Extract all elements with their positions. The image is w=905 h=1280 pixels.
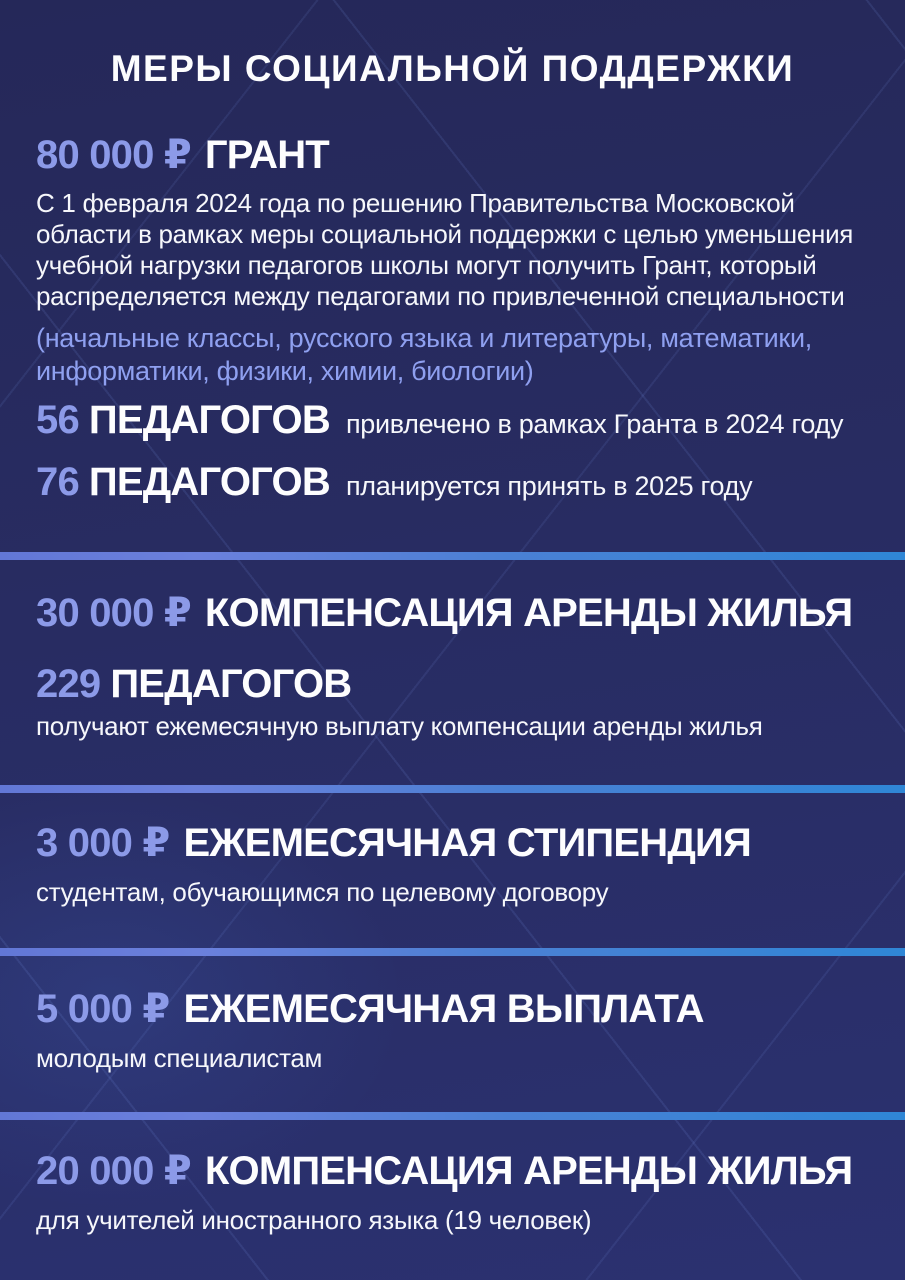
payment-heading: ЕЖЕМЕСЯЧНАЯ ВЫПЛАТА	[183, 987, 704, 1031]
grant-stat-2024: 56 ПЕДАГОГОВ привлечено в рамках Гранта в …	[36, 398, 844, 443]
stat-unit: ПЕДАГОГОВ	[88, 398, 331, 442]
rent20-description: для учителей иностранного языка (19 чело…	[36, 1205, 592, 1235]
stat-caption: планируется принять в 2025 году	[345, 471, 753, 501]
section-stipend-headline: 3 000 ₽ ЕЖЕМЕСЯЧНАЯ СТИПЕНДИЯ	[36, 820, 752, 866]
rent30-stat: 229 ПЕДАГОГОВ	[36, 662, 352, 707]
rent30-heading: КОМПЕНСАЦИЯ АРЕНДЫ ЖИЛЬЯ	[204, 591, 853, 635]
section-divider	[0, 552, 905, 560]
grant-description: С 1 февраля 2024 года по решению Правите…	[36, 188, 854, 311]
stat-caption: привлечено в рамках Гранта в 2024 году	[345, 409, 844, 439]
rent30-amount: 30 000 ₽	[36, 591, 192, 635]
grant-subjects-note: (начальные классы, русского языка и лите…	[36, 323, 812, 386]
stipend-description: студентам, обучающимся по целевому догов…	[36, 877, 609, 907]
stat-number: 229	[36, 662, 101, 706]
section-divider	[0, 948, 905, 956]
grant-stat-2025: 76 ПЕДАГОГОВ планируется принять в 2025 го…	[36, 460, 753, 505]
section-payment-headline: 5 000 ₽ ЕЖЕМЕСЯЧНАЯ ВЫПЛАТА	[36, 986, 705, 1032]
rent20-amount: 20 000 ₽	[36, 1149, 192, 1193]
stat-number: 56	[36, 398, 80, 442]
section-rent30-headline: 30 000 ₽ КОМПЕНСАЦИЯ АРЕНДЫ ЖИЛЬЯ	[36, 590, 853, 636]
section-divider	[0, 785, 905, 793]
section-divider	[0, 1112, 905, 1120]
stipend-amount: 3 000 ₽	[36, 821, 170, 865]
payment-description: молодым специалистам	[36, 1043, 323, 1073]
stat-unit: ПЕДАГОГОВ	[110, 662, 352, 706]
stat-unit: ПЕДАГОГОВ	[88, 460, 331, 504]
section-grant-headline: 80 000 ₽ ГРАНТ	[36, 132, 330, 178]
grant-heading: ГРАНТ	[204, 133, 330, 177]
rent30-description: получают ежемесячную выплату компенсации…	[36, 711, 763, 741]
stat-number: 76	[36, 460, 80, 504]
grant-amount: 80 000 ₽	[36, 133, 192, 177]
payment-amount: 5 000 ₽	[36, 987, 170, 1031]
page-title: МЕРЫ СОЦИАЛЬНОЙ ПОДДЕРЖКИ	[110, 48, 795, 89]
rent20-heading: КОМПЕНСАЦИЯ АРЕНДЫ ЖИЛЬЯ	[204, 1149, 853, 1193]
section-rent20-headline: 20 000 ₽ КОМПЕНСАЦИЯ АРЕНДЫ ЖИЛЬЯ	[36, 1148, 853, 1194]
stipend-heading: ЕЖЕМЕСЯЧНАЯ СТИПЕНДИЯ	[183, 821, 751, 865]
